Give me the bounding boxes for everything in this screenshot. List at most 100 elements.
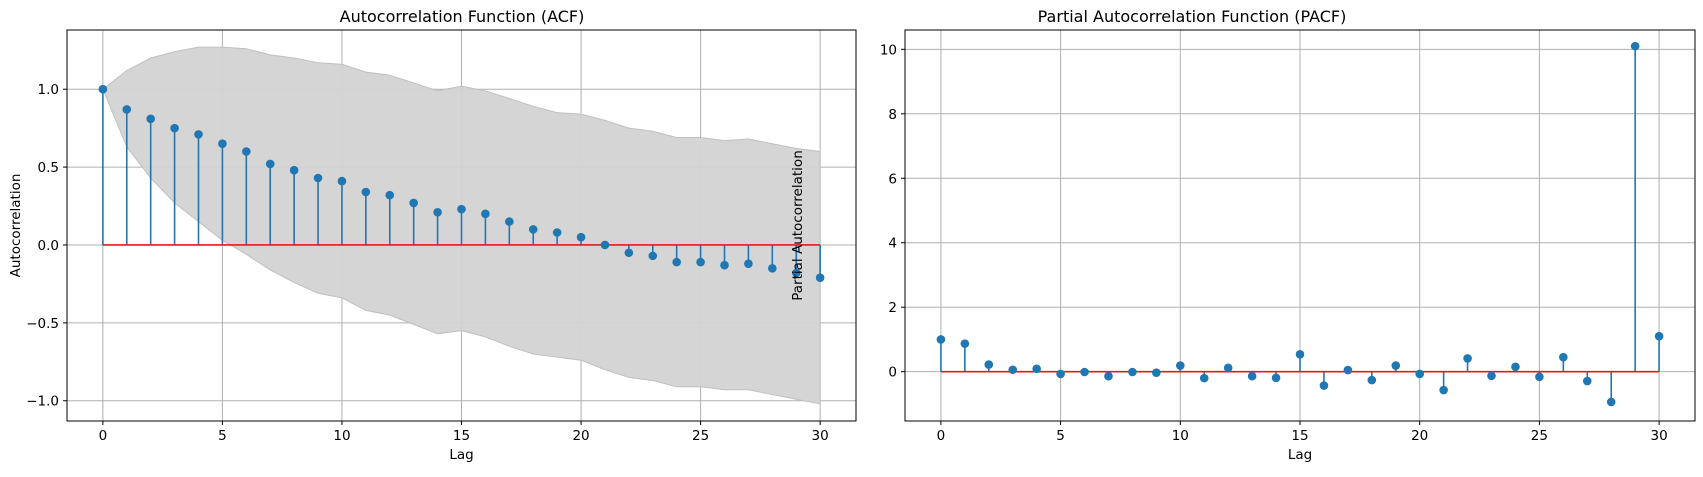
pacf-data-point: [936, 335, 946, 344]
pacf-data-point: [1654, 331, 1664, 341]
pacf-x-axis-label: Lag: [1288, 447, 1312, 463]
pacf-data-point: [1128, 367, 1137, 377]
pacf-data-point: [1176, 361, 1185, 370]
acf-data-point: [265, 159, 275, 169]
acf-x-tick-label: 10: [333, 428, 350, 444]
pacf-y-tick-label: 0: [888, 365, 897, 381]
acf-x-tick-label: 15: [453, 428, 470, 444]
acf-data-point: [361, 187, 371, 197]
acf-stems-layer: [102, 89, 821, 278]
acf-title: Autocorrelation Function (ACF): [340, 7, 585, 26]
pacf-data-point: [1630, 41, 1640, 51]
acf-data-point: [552, 228, 562, 237]
pacf-y-tick-label: 8: [888, 107, 897, 123]
pacf-x-tick-label: 15: [1291, 428, 1308, 444]
pacf-markers-layer: [936, 41, 1664, 407]
acf-data-point: [289, 165, 299, 175]
pacf-data-point: [1343, 365, 1353, 375]
acf-markers-layer: [98, 84, 825, 282]
acf-data-point: [672, 257, 681, 267]
pacf-data-point: [1104, 371, 1113, 381]
acf-data-point: [505, 217, 514, 226]
acf-x-tick-label: 30: [812, 428, 829, 444]
pacf-data-point: [1582, 376, 1592, 386]
pacf-data-point: [1008, 365, 1018, 375]
pacf-y-tick-label: 6: [888, 171, 897, 187]
pacf-x-tick-label: 0: [937, 428, 946, 444]
pacf-y-axis-label: Partial Autocorrelation: [790, 150, 806, 301]
acf-data-point: [600, 240, 610, 250]
acf-x-axis: 0 5 10 15 20 25 30: [99, 421, 829, 444]
acf-data-point: [481, 209, 490, 219]
acf-data-point: [624, 248, 634, 258]
pacf-data-point: [1271, 373, 1281, 383]
acf-y-tick-label: −1.0: [26, 394, 59, 410]
acf-y-tick-label: 0.0: [38, 238, 59, 254]
pacf-data-point: [1511, 362, 1520, 372]
pacf-data-point: [1463, 354, 1472, 363]
acf-chart: Autocorrelation Function (ACF) 0 5 10 15 20 2…: [8, 7, 857, 463]
acf-data-point: [815, 273, 825, 282]
acf-data-point: [146, 114, 155, 124]
acf-data-point: [696, 257, 705, 267]
pacf-data-point: [1606, 397, 1616, 407]
acf-x-tick-label: 20: [572, 428, 589, 444]
acf-data-point: [576, 232, 586, 242]
acf-x-tick-label: 5: [218, 428, 227, 444]
acf-data-point: [744, 259, 753, 268]
pacf-y-tick-label: 2: [888, 300, 897, 316]
acf-y-tick-label: 1.0: [38, 82, 59, 98]
acf-data-point: [433, 207, 442, 217]
pacf-data-point: [984, 360, 994, 369]
acf-data-point: [720, 260, 729, 270]
pacf-data-point: [1319, 381, 1329, 390]
pacf-y-tick-label: 4: [888, 236, 897, 252]
pacf-y-axis: 0 2 4 6 8 10: [880, 42, 905, 381]
pacf-data-point: [1247, 371, 1257, 381]
acf-x-tick-label: 25: [692, 428, 709, 444]
acf-data-point: [170, 123, 179, 133]
pacf-data-point: [1439, 385, 1448, 395]
pacf-data-point: [1295, 349, 1305, 359]
pacf-x-tick-label: 30: [1650, 428, 1667, 444]
acf-data-point: [648, 251, 658, 261]
acf-data-point: [528, 225, 538, 234]
acf-data-point: [218, 139, 227, 149]
acf-data-point: [385, 190, 395, 200]
acf-x-axis-label: Lag: [449, 447, 473, 463]
acf-data-point: [98, 84, 108, 94]
acf-data-point: [768, 264, 777, 273]
pacf-data-point: [1367, 375, 1377, 385]
pacf-data-point: [1199, 373, 1209, 383]
pacf-x-tick-label: 5: [1056, 428, 1065, 444]
acf-y-tick-label: −0.5: [26, 316, 59, 332]
acf-data-point: [122, 105, 132, 114]
pacf-data-point: [960, 339, 970, 348]
pacf-x-tick-label: 10: [1172, 428, 1189, 444]
acf-data-point: [337, 176, 347, 186]
pacf-data-point: [1056, 369, 1065, 379]
pacf-data-point: [1223, 363, 1233, 373]
pacf-data-point: [1032, 364, 1041, 374]
pacf-chart: Partial Autocorrelation Function (PACF) …: [790, 7, 1696, 463]
acf-data-point: [242, 147, 251, 156]
acf-y-axis-label: Autocorrelation: [8, 174, 24, 278]
pacf-data-point: [1391, 361, 1401, 370]
pacf-x-tick-label: 20: [1411, 428, 1428, 444]
pacf-data-point: [1080, 367, 1089, 377]
acf-y-tick-label: 0.5: [38, 160, 59, 176]
pacf-data-point: [1535, 372, 1544, 382]
acf-data-point: [457, 204, 466, 214]
acf-data-point: [791, 268, 801, 278]
pacf-data-point: [1152, 368, 1161, 377]
pacf-title: Partial Autocorrelation Function (PACF): [1038, 7, 1347, 26]
acf-y-axis: −1.0 −0.5 0.0 0.5 1.0: [26, 82, 67, 410]
acf-x-tick-label: 0: [99, 428, 108, 444]
acf-data-point: [409, 198, 418, 208]
acf-data-point: [313, 173, 323, 183]
pacf-data-point: [1487, 371, 1496, 381]
pacf-x-axis: 0 5 10 15 20 25 30: [937, 421, 1668, 444]
pacf-grid: [905, 30, 1695, 421]
pacf-data-point: [1415, 369, 1424, 379]
